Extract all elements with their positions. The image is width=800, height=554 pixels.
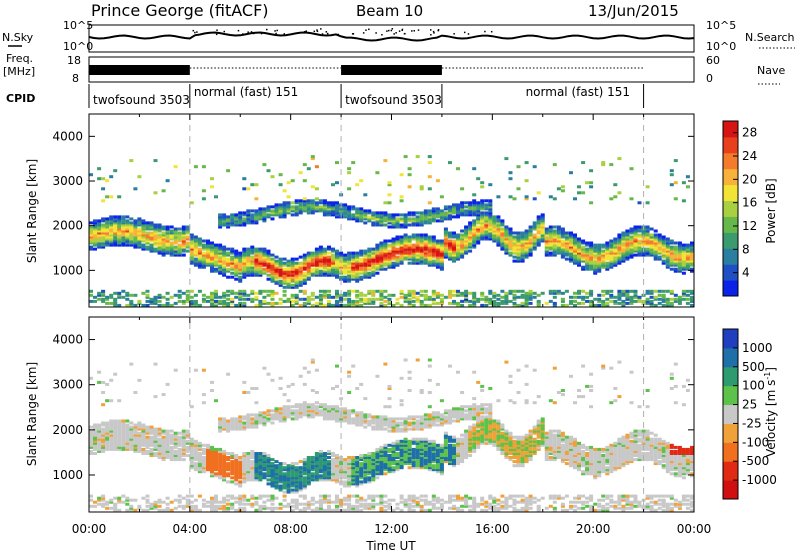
colorbar-tick-label: -500 [742, 454, 769, 468]
colorbar-segment [723, 232, 738, 249]
nave-label: Nave [757, 64, 785, 77]
colorbar-tick-label: -100 [742, 435, 769, 449]
xtick-label: 12:00 [374, 522, 409, 536]
colorbar-tick-label: 8 [742, 242, 750, 256]
nave-tick-top: 60 [706, 54, 720, 67]
colorbar-segment [723, 264, 738, 281]
velocity-plot [88, 316, 695, 513]
xtick-label: 20:00 [576, 522, 611, 536]
xtick-label: 00:00 [677, 522, 712, 536]
nsky-panel [88, 24, 695, 53]
colorbar-segment [723, 480, 738, 500]
cpid-label: CPID [6, 92, 35, 105]
xtick-label: 16:00 [475, 522, 510, 536]
freq-panel [88, 56, 695, 83]
colorbar-segment [723, 136, 738, 154]
colorbar-segment [723, 184, 738, 202]
date-label: 13/Jun/2015 [588, 2, 679, 20]
power-colorbar: 4 8 12 16 20 24 28 [722, 120, 757, 297]
velocity-colorbar: 1000 500 100 25 -25 -100 -500 -1000 [722, 328, 777, 500]
colorbar-segment [723, 280, 738, 297]
freq-tick-top: 18 [67, 54, 81, 67]
x-axis-label: Time UT [365, 539, 416, 553]
colorbar-tick-label: 4 [742, 266, 750, 280]
ytick-label: 1000 [52, 468, 83, 482]
colorbar-segment [723, 347, 738, 368]
ytick-label: 3000 [52, 174, 83, 188]
colorbar-segment [723, 216, 738, 233]
colorbar-segment [723, 121, 738, 138]
nave-tick-bottom: 0 [706, 72, 713, 85]
cpid-panel: twofsound 3503 normal (fast) 151 twofsound… [88, 84, 645, 108]
colorbar-tick-label: 25 [742, 398, 757, 412]
colorbar-segment [723, 423, 738, 443]
colorbar-tick-label: 1000 [742, 341, 773, 355]
velocity-colorbar-label: Velocity [m s-1] [763, 367, 778, 457]
cpid-program-label: normal (fast) 151 [194, 85, 298, 99]
colorbar-segment [723, 168, 738, 186]
freq-tick-bottom: 8 [72, 72, 79, 85]
colorbar-tick-label: 16 [742, 196, 757, 210]
freq-label: Freq. [6, 52, 33, 65]
nsky-tick-bottom: 10^0 [63, 40, 93, 53]
colorbar-segment [723, 442, 738, 462]
nsky-tick-top: 10^5 [63, 19, 93, 32]
xtick-label: 00:00 [72, 522, 107, 536]
cpid-program-label: normal (fast) 151 [526, 85, 630, 99]
colorbar-tick-label: 12 [742, 219, 757, 233]
power-colorbar-label: Power [dB] [764, 178, 778, 243]
colorbar-tick-label: 28 [742, 126, 757, 140]
ytick-label: 4000 [52, 333, 83, 347]
cpid-program-label: twofsound 3503 [345, 93, 442, 107]
beam-label: Beam 10 [356, 2, 423, 20]
power-plot [88, 113, 695, 308]
colorbar-tick-label: -1000 [742, 473, 777, 487]
velocity-ylabel: Slant Range [km] [25, 362, 39, 466]
colorbar-segment [723, 461, 738, 481]
colorbar-tick-label: 500 [742, 360, 765, 374]
plot-title: Prince George (fitACF) [91, 1, 269, 20]
xtick-label: 04:00 [173, 522, 208, 536]
colorbar-tick-label: -25 [742, 416, 762, 430]
colorbar-segment [723, 248, 738, 265]
colorbar-segment [723, 200, 738, 217]
freq-unit: [MHz] [3, 65, 35, 78]
cpid-program-label: twofsound 3503 [93, 93, 190, 107]
ytick-label: 3000 [52, 378, 83, 392]
ytick-label: 4000 [52, 129, 83, 143]
colorbar-segment [723, 385, 738, 406]
colorbar-tick-label: 100 [742, 379, 765, 393]
nsky-right-tick-bottom: 10^0 [706, 40, 736, 53]
colorbar-segment [723, 152, 738, 170]
power-ylabel: Slant Range [km] [25, 159, 39, 263]
ytick-label: 2000 [52, 423, 83, 437]
nsky-right-tick-top: 10^5 [706, 19, 736, 32]
ytick-label: 2000 [52, 219, 83, 233]
colorbar-tick-label: 20 [742, 172, 757, 186]
nsearch-label: N.Search [745, 31, 795, 44]
colorbar-tick-label: 24 [742, 149, 757, 163]
colorbar-segment [723, 366, 738, 387]
xtick-label: 08:00 [273, 522, 308, 536]
ytick-label: 1000 [52, 263, 83, 277]
nsky-label: N.Sky [2, 31, 34, 44]
colorbar-segment [723, 329, 738, 349]
colorbar-segment [723, 404, 738, 424]
